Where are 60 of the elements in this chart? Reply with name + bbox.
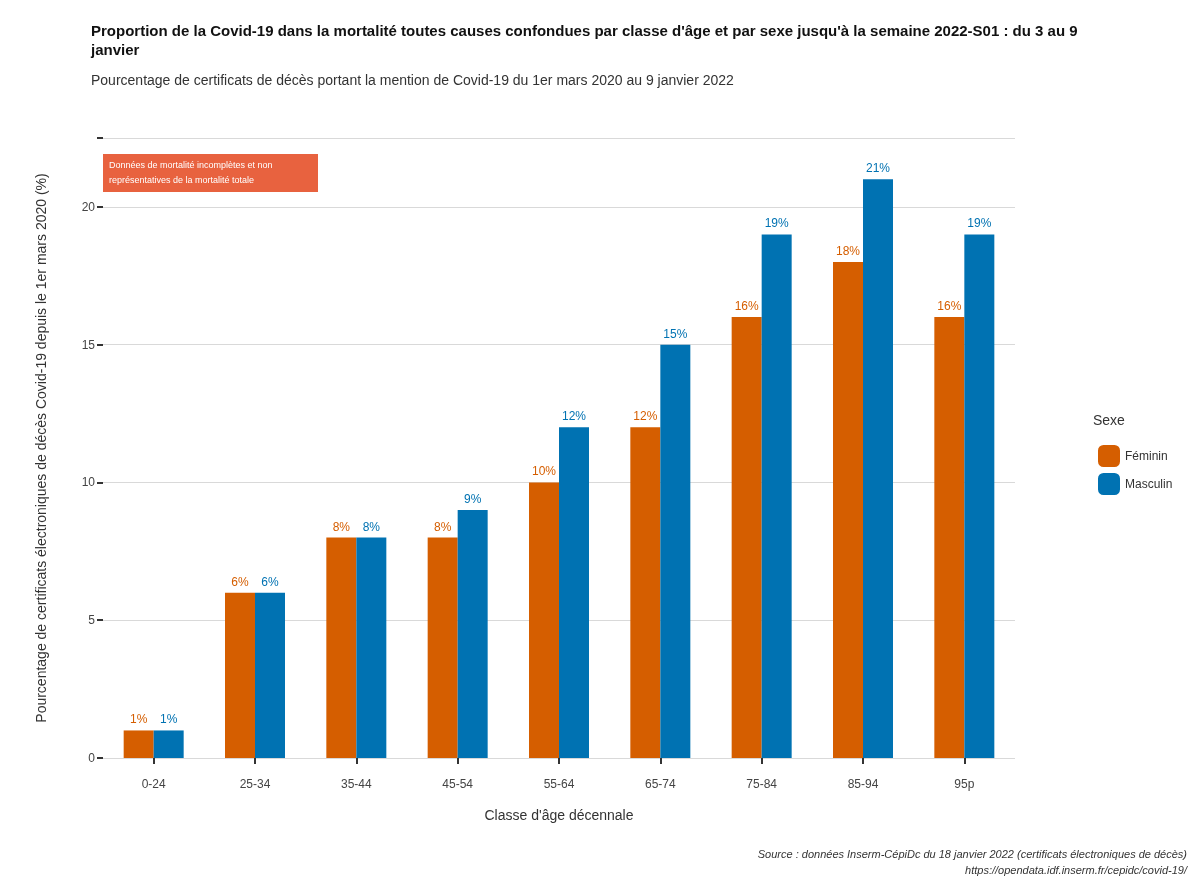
y-axis-title: Pourcentage de certificats électroniques de décès Covid-19 depuis le 1er mars 2020 (%)	[33, 173, 49, 723]
chart-subtitle: Pourcentage de certificats de décès portant la mention de Covid-19 du 1er mars 2020 au 9 janvier 2022	[91, 72, 735, 88]
y-tick-label: 0	[88, 751, 96, 765]
legend-label: Féminin	[1125, 449, 1168, 463]
data-label: 12%	[633, 409, 658, 424]
data-label: 1%	[129, 712, 148, 727]
bar	[326, 537, 357, 758]
y-tick-label: 15	[81, 337, 96, 352]
x-tick-label: 55-64	[543, 777, 575, 791]
data-label: 6%	[231, 574, 249, 589]
bar	[457, 510, 488, 758]
bar	[833, 262, 863, 758]
bar	[761, 234, 792, 758]
x-tick-label: 75-84	[746, 777, 778, 791]
bar	[934, 317, 965, 758]
bar	[123, 730, 154, 758]
bar	[660, 344, 691, 758]
legend-label: Masculin	[1125, 477, 1173, 491]
bar	[863, 179, 893, 758]
y-tick-label: 5	[88, 613, 96, 628]
y-tick-label: 20	[81, 199, 96, 214]
bar	[529, 482, 559, 758]
x-tick-label: 0-24	[141, 777, 166, 791]
legend-title: Sexe	[1093, 412, 1126, 428]
data-label: 21%	[865, 161, 891, 176]
data-label: 16%	[937, 299, 962, 314]
data-label: 1%	[159, 712, 178, 727]
data-label: 9%	[463, 492, 482, 506]
data-label: 16%	[734, 299, 759, 314]
data-label: 18%	[835, 244, 861, 258]
source-note: Source : données Inserm-CépiDc du 18 janvier 2022 (certificats électroniques de décès)	[757, 847, 1188, 860]
x-tick-label: 85-94	[847, 777, 879, 791]
x-tick-label: 45-54	[442, 777, 474, 791]
data-label: 15%	[663, 326, 688, 341]
bar	[630, 427, 661, 758]
bar	[356, 537, 387, 758]
data-label: 19%	[967, 216, 992, 231]
y-tick-label: 10	[81, 475, 96, 490]
data-label: 8%	[362, 519, 381, 534]
note-box: Données de mortalité incomplètes et non représentatives de la mortalité totale	[103, 154, 318, 192]
x-tick-label: 25-34	[239, 777, 271, 791]
data-label: 12%	[561, 409, 587, 424]
bar	[427, 537, 458, 758]
x-tick-label: 65-74	[644, 777, 676, 791]
x-tick-label: 35-44	[340, 777, 372, 791]
bar	[225, 592, 255, 758]
data-label: 10%	[531, 464, 557, 479]
bar	[153, 730, 184, 758]
bar	[255, 592, 285, 758]
data-label: 8%	[433, 519, 452, 534]
bar	[731, 317, 762, 758]
data-label: 8%	[332, 519, 351, 534]
chart-title: Proportion de la Covid-19 dans la mortalité toutes causes confondues par classe d'âge et par sexe jusqu'à la semaine 2022-S01 : du 3 au 9 janvier	[90, 22, 1082, 58]
bar	[964, 234, 995, 758]
x-axis-title: Classe d'âge décennale	[484, 807, 634, 823]
data-label: 6%	[261, 574, 279, 589]
text: https://opendata.idf.inserm.fr/cepidc/covid-19/	[965, 863, 1188, 876]
x-tick-label: 95p	[954, 777, 975, 791]
bar	[559, 427, 589, 758]
data-label: 19%	[764, 216, 789, 231]
